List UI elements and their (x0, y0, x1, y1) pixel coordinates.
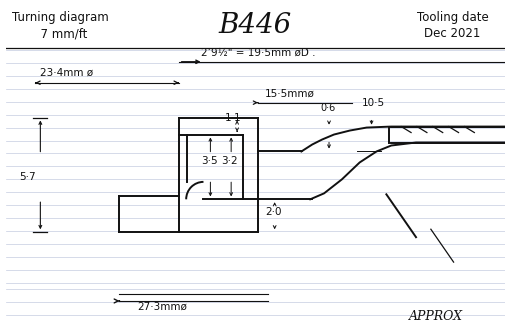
Text: 2·0: 2·0 (265, 207, 281, 217)
Text: Tooling date: Tooling date (417, 11, 488, 24)
Text: 7 mm/ft: 7 mm/ft (33, 27, 87, 40)
Text: Turning diagram: Turning diagram (12, 11, 109, 24)
Text: 23·4mm ø: 23·4mm ø (40, 68, 93, 78)
Text: Dec 2021: Dec 2021 (424, 27, 481, 40)
Text: 27·3mmø: 27·3mmø (137, 302, 187, 312)
Text: 3·5: 3·5 (201, 156, 218, 166)
Text: 15·5mmø: 15·5mmø (265, 89, 315, 99)
Text: 2’9½" = 19·5mm øD .: 2’9½" = 19·5mm øD . (201, 48, 316, 58)
Text: 3·2: 3·2 (221, 156, 238, 166)
Text: 0·6: 0·6 (320, 103, 335, 113)
Text: 1·1: 1·1 (225, 112, 242, 123)
Text: 10·5: 10·5 (362, 98, 385, 108)
Text: B446: B446 (218, 12, 291, 39)
Text: 5·7: 5·7 (20, 172, 36, 182)
Text: APPROX: APPROX (409, 310, 463, 323)
